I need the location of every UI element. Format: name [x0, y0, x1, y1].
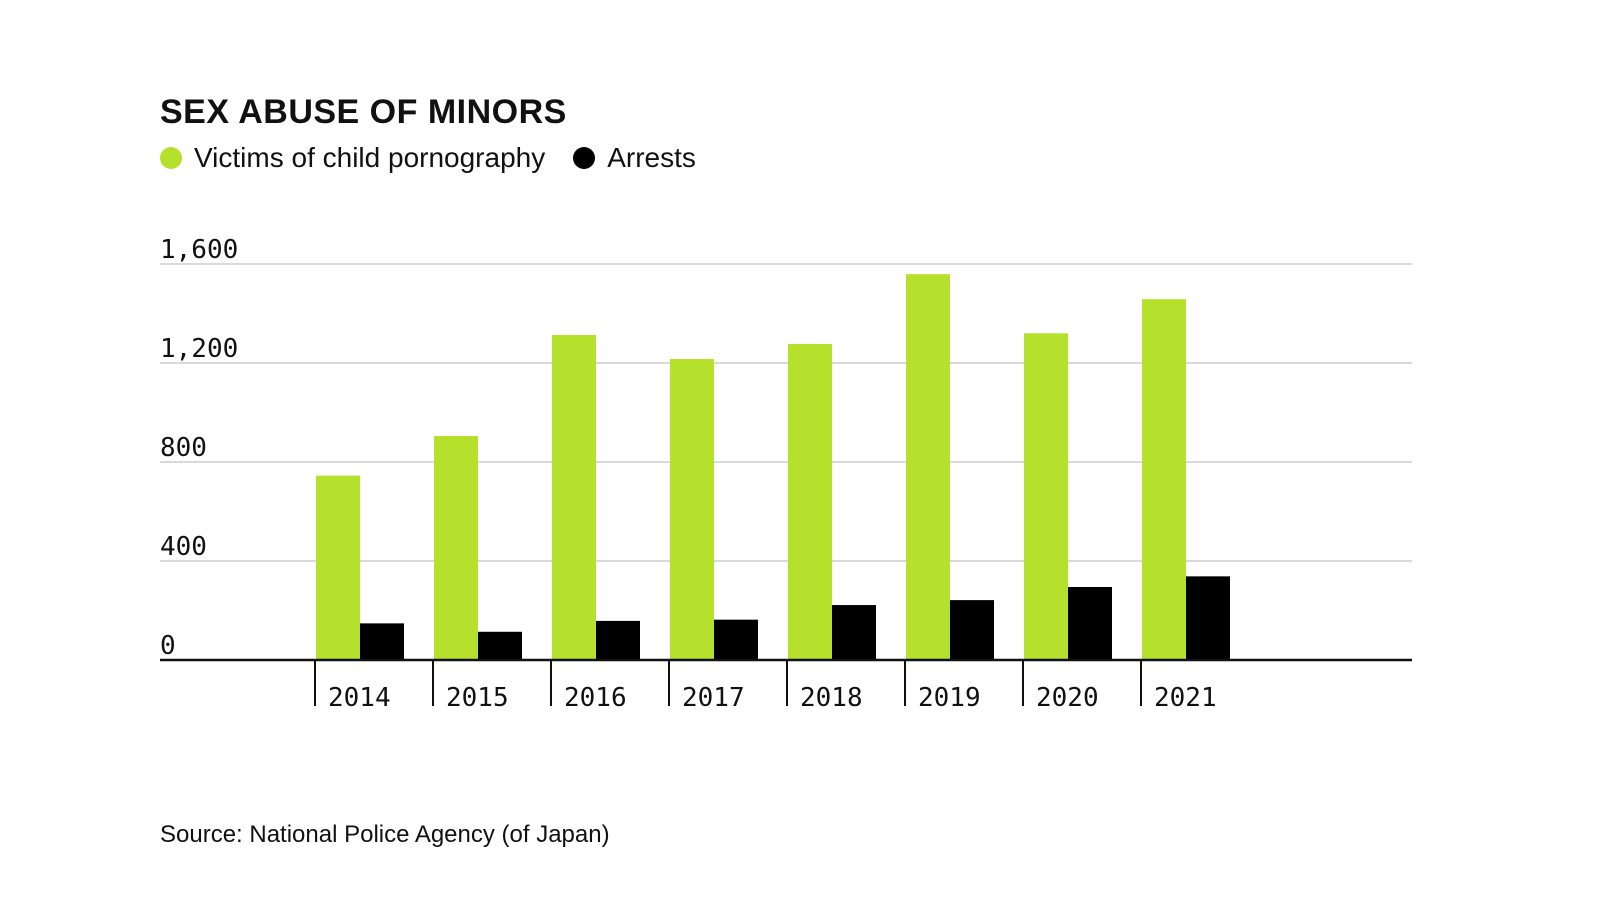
source-note: Source: National Police Agency (of Japan…: [160, 821, 610, 848]
bar-victims: [434, 436, 478, 660]
legend-swatch-arrests: [573, 147, 596, 169]
y-tick-label: 0: [160, 631, 176, 661]
legend-swatch-victims: [160, 147, 182, 169]
bar-arrests: [714, 619, 758, 660]
bar-victims: [552, 335, 596, 660]
x-tick-label: 2021: [1154, 683, 1217, 713]
x-tick-label: 2018: [800, 683, 863, 713]
x-tick-label: 2016: [564, 683, 627, 713]
bar-arrests: [1186, 576, 1230, 660]
legend-item-arrests: Arrests: [573, 140, 696, 176]
x-tick-label: 2014: [328, 683, 391, 713]
x-tick-label: 2019: [918, 683, 981, 713]
y-tick-label: 1,200: [160, 334, 238, 364]
x-tick-label: 2015: [446, 683, 509, 713]
y-tick-label: 400: [160, 532, 207, 562]
bar-victims: [1142, 299, 1186, 660]
legend-label-arrests: Arrests: [607, 142, 696, 173]
bar-victims: [906, 274, 950, 660]
bar-arrests: [950, 600, 994, 660]
bar-arrests: [1068, 586, 1112, 660]
y-tick-label: 800: [160, 433, 207, 463]
legend-label-victims: Victims of child pornography: [194, 142, 546, 173]
x-tick-label: 2017: [682, 683, 745, 713]
bar-arrests: [832, 605, 876, 660]
bar-victims: [1024, 333, 1068, 660]
bar-victims: [788, 343, 832, 660]
bar-arrests: [596, 620, 640, 660]
legend-item-victims: Victims of child pornography: [160, 140, 545, 176]
bar-victims: [316, 475, 360, 660]
chart-title: SEX ABUSE OF MINORS: [160, 93, 567, 131]
bar-arrests: [360, 623, 404, 660]
legend: Victims of child pornography Arrests: [160, 140, 724, 176]
x-tick-label: 2020: [1036, 683, 1099, 713]
bar-arrests: [478, 631, 522, 660]
y-tick-label: 1,600: [160, 235, 238, 265]
bar-victims: [670, 359, 714, 660]
